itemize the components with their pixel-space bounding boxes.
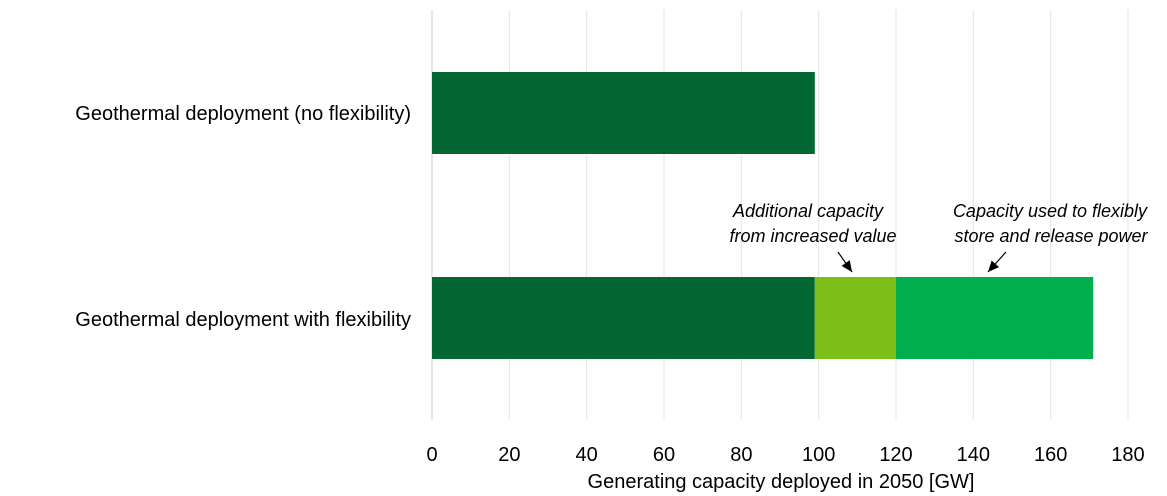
annotation-arrows xyxy=(837,251,1007,273)
x-tick-label-180: 180 xyxy=(1111,444,1144,466)
x-tick-label-40: 40 xyxy=(576,444,598,466)
x-tick-label-80: 80 xyxy=(730,444,752,466)
category-labels: Geothermal deployment (no flexibility) G… xyxy=(75,103,411,331)
annotation-flexible-capacity-line2: store and release power xyxy=(954,226,1148,246)
x-tick-label-60: 60 xyxy=(653,444,675,466)
annotations: Additional capacity from increased value… xyxy=(729,201,1149,273)
x-tick-label-0: 0 xyxy=(426,444,437,466)
x-tick-label-140: 140 xyxy=(957,444,990,466)
bars xyxy=(432,72,1094,359)
x-tick-label-100: 100 xyxy=(802,444,835,466)
x-tick-label-120: 120 xyxy=(879,444,912,466)
category-label-no-flexibility: Geothermal deployment (no flexibility) xyxy=(75,103,411,125)
annotation-arrowhead-1 xyxy=(988,260,1000,272)
category-label-with-flexibility: Geothermal deployment with flexibility xyxy=(75,309,411,331)
x-axis-title: Generating capacity deployed in 2050 [GW… xyxy=(588,471,975,493)
bar-segment-cat1-series0 xyxy=(432,277,815,359)
annotation-additional-capacity-line2: from increased value xyxy=(729,226,896,246)
x-tick-labels: 0 20 40 60 80 100 120 140 160 180 xyxy=(426,444,1144,466)
bar-segment-cat1-series1 xyxy=(814,277,896,359)
x-tick-label-20: 20 xyxy=(498,444,520,466)
bar-segment-cat0-series0 xyxy=(432,72,815,154)
annotation-arrowhead-0 xyxy=(841,260,852,272)
annotation-flexible-capacity-line1: Capacity used to flexibly xyxy=(953,201,1148,221)
x-tick-label-160: 160 xyxy=(1034,444,1067,466)
bar-segment-cat1-series2 xyxy=(896,277,1094,359)
annotation-additional-capacity-line1: Additional capacity xyxy=(732,201,884,221)
